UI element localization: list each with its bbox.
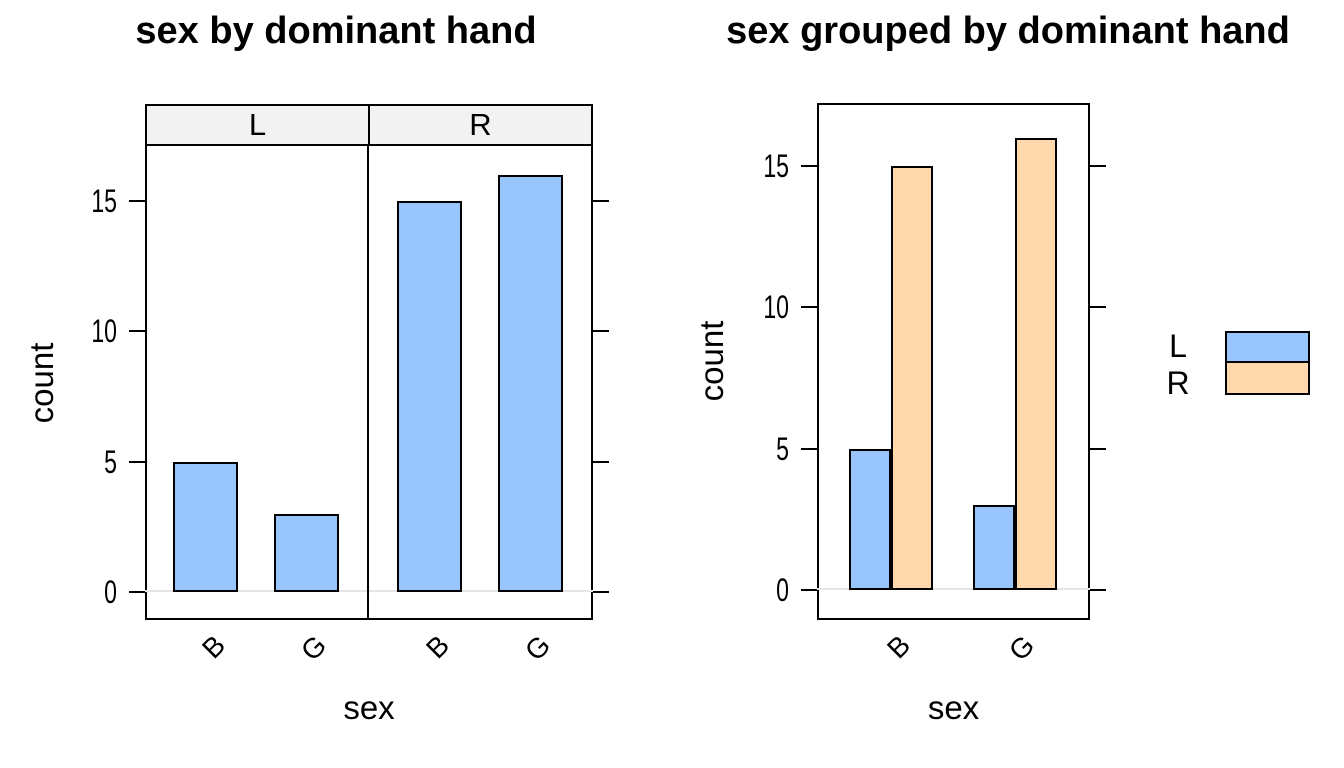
bar — [173, 462, 238, 592]
bar — [274, 514, 339, 592]
chart-title: sex grouped by dominant hand — [726, 10, 1290, 52]
facet-strip-label-L: L — [147, 106, 370, 144]
y-axis-tick-right — [1090, 448, 1106, 450]
y-tick-label: 15 — [91, 183, 117, 219]
y-tick-label: 10 — [763, 289, 789, 325]
chart-title: sex by dominant hand — [135, 10, 537, 52]
y-axis-tick — [801, 306, 817, 308]
y-tick-label: 0 — [104, 574, 117, 610]
y-axis-tick — [129, 591, 145, 593]
y-axis-tick — [129, 461, 145, 463]
legend-swatch-R — [1225, 361, 1310, 395]
facet-strip-row: L R — [145, 104, 593, 146]
y-axis-tick-right — [1090, 306, 1106, 308]
grouped-bar-chart: sex grouped by dominant hand 0 5 10 15 B G se… — [672, 0, 1344, 768]
facet-strip-label-R: R — [469, 107, 492, 142]
y-axis-label: count — [693, 320, 730, 402]
legend-swatch-L — [1225, 331, 1310, 363]
zero-reference-line — [145, 590, 593, 592]
y-axis-tick-right — [1090, 589, 1106, 591]
x-axis-label: sex — [927, 689, 980, 726]
y-axis-tick — [129, 200, 145, 202]
y-axis-tick-right — [593, 461, 609, 463]
y-axis-tick-right — [593, 591, 609, 593]
y-axis-tick-right — [593, 200, 609, 202]
y-axis-tick — [801, 589, 817, 591]
y-tick-label: 5 — [104, 444, 117, 480]
bar — [973, 505, 1015, 590]
y-axis-tick — [801, 165, 817, 167]
y-tick-label: 15 — [763, 148, 789, 184]
bar — [891, 166, 933, 590]
y-axis-tick — [129, 330, 145, 332]
bar — [1015, 138, 1057, 590]
bar — [498, 175, 563, 592]
y-axis-tick-right — [1090, 165, 1106, 167]
y-tick-label: 10 — [91, 313, 117, 349]
bar — [849, 449, 891, 590]
facet-divider-line — [367, 146, 369, 620]
y-tick-label: 5 — [776, 431, 789, 467]
zero-reference-line — [817, 588, 1090, 590]
y-axis-label: count — [23, 342, 60, 424]
y-axis-tick-right — [593, 330, 609, 332]
bar — [397, 201, 462, 592]
x-axis-label: sex — [343, 689, 395, 726]
y-tick-label: 0 — [776, 572, 789, 608]
legend-label-L: L — [1169, 328, 1187, 364]
legend-label-R: R — [1166, 365, 1190, 401]
y-axis-tick — [801, 448, 817, 450]
faceted-bar-chart: sex by dominant hand L R 0 5 10 15 B G B G sex … — [23, 10, 609, 726]
